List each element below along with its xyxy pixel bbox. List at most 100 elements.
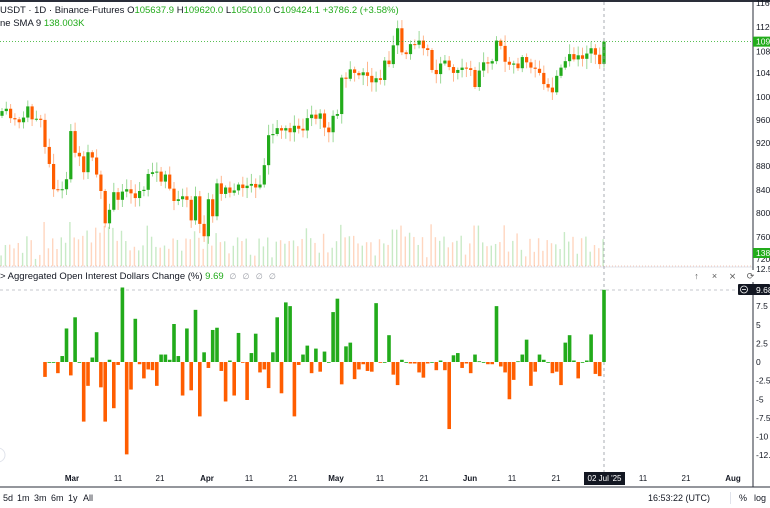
candle-body[interactable] bbox=[460, 67, 464, 70]
candle-body[interactable] bbox=[361, 72, 365, 76]
candle-body[interactable] bbox=[464, 67, 468, 69]
candle-body[interactable] bbox=[279, 128, 284, 131]
oi-bar[interactable] bbox=[271, 352, 275, 362]
oi-bar[interactable] bbox=[602, 289, 606, 362]
candle-body[interactable] bbox=[322, 113, 327, 128]
candle-body[interactable] bbox=[456, 69, 460, 73]
candle-body[interactable] bbox=[211, 199, 215, 217]
oi-bar[interactable] bbox=[520, 354, 525, 362]
candle-body[interactable] bbox=[77, 152, 81, 157]
candle-body[interactable] bbox=[365, 72, 370, 76]
candle-body[interactable] bbox=[383, 60, 387, 80]
candle-body[interactable] bbox=[142, 189, 146, 191]
candle-body[interactable] bbox=[520, 57, 524, 69]
oi-bar[interactable] bbox=[322, 351, 327, 362]
candle-body[interactable] bbox=[30, 106, 34, 120]
candle-body[interactable] bbox=[555, 75, 559, 93]
candle-body[interactable] bbox=[262, 165, 266, 185]
candle-body[interactable] bbox=[297, 125, 301, 129]
oi-bar[interactable] bbox=[279, 362, 284, 394]
utc-clock[interactable]: 16:53:22 (UTC) bbox=[648, 493, 711, 503]
oi-bar[interactable] bbox=[253, 333, 258, 362]
candle-body[interactable] bbox=[168, 174, 172, 189]
oi-bar[interactable] bbox=[81, 362, 86, 422]
candle-body[interactable] bbox=[52, 163, 56, 190]
candle-body[interactable] bbox=[120, 191, 124, 200]
oi-bar[interactable] bbox=[425, 362, 430, 364]
candle-body[interactable] bbox=[206, 199, 210, 237]
oi-bar[interactable] bbox=[146, 362, 150, 370]
candle-body[interactable] bbox=[271, 134, 275, 136]
oi-bar[interactable] bbox=[206, 362, 211, 368]
candle-body[interactable] bbox=[254, 183, 258, 188]
oi-bar[interactable] bbox=[228, 360, 232, 362]
oi-bar[interactable] bbox=[572, 360, 576, 362]
range-6m-button[interactable]: 6m bbox=[51, 493, 64, 503]
oi-bar[interactable] bbox=[241, 362, 245, 363]
candle-body[interactable] bbox=[370, 75, 374, 83]
candle-body[interactable] bbox=[159, 171, 163, 182]
oi-bar[interactable] bbox=[245, 362, 249, 400]
candle-body[interactable] bbox=[60, 189, 64, 191]
candle-body[interactable] bbox=[563, 61, 567, 68]
candle-body[interactable] bbox=[39, 118, 43, 120]
candle-body[interactable] bbox=[494, 40, 499, 62]
candle-body[interactable] bbox=[340, 77, 344, 115]
oi-bar[interactable] bbox=[533, 362, 537, 372]
oi-bar[interactable] bbox=[64, 328, 69, 362]
oi-bar[interactable] bbox=[468, 362, 473, 374]
candle-body[interactable] bbox=[219, 183, 223, 194]
candle-body[interactable] bbox=[215, 183, 219, 217]
oi-bar[interactable] bbox=[421, 362, 426, 378]
oi-bar[interactable] bbox=[172, 324, 176, 362]
candle-body[interactable] bbox=[499, 40, 503, 46]
oi-bar[interactable] bbox=[202, 352, 206, 362]
oi-bar[interactable] bbox=[494, 306, 499, 362]
candle-body[interactable] bbox=[146, 173, 150, 190]
oi-bar[interactable] bbox=[305, 345, 310, 362]
oi-bar[interactable] bbox=[198, 362, 202, 417]
candle-body[interactable] bbox=[426, 48, 430, 50]
oi-bar[interactable] bbox=[546, 362, 550, 363]
oi-bar[interactable] bbox=[529, 362, 533, 386]
oi-bar[interactable] bbox=[335, 298, 340, 362]
oi-bar[interactable] bbox=[90, 357, 95, 362]
oi-bar[interactable] bbox=[542, 359, 546, 362]
candle-body[interactable] bbox=[516, 63, 520, 69]
oi-bar[interactable] bbox=[163, 354, 168, 362]
oi-bar[interactable] bbox=[438, 360, 443, 362]
candle-body[interactable] bbox=[335, 114, 339, 116]
oi-bar[interactable] bbox=[51, 362, 56, 363]
oi-bar[interactable] bbox=[413, 362, 417, 364]
candle-body[interactable] bbox=[34, 118, 38, 120]
candle-body[interactable] bbox=[82, 156, 86, 173]
candle-body[interactable] bbox=[353, 69, 357, 73]
oi-bar[interactable] bbox=[447, 362, 451, 430]
oi-bar[interactable] bbox=[309, 362, 314, 374]
oi-bar[interactable] bbox=[249, 353, 254, 362]
candle-body[interactable] bbox=[181, 196, 185, 200]
oi-bar[interactable] bbox=[167, 359, 172, 362]
move-pane-up-button[interactable]: ↑ bbox=[690, 270, 703, 282]
candle-body[interactable] bbox=[284, 128, 288, 131]
oi-bar[interactable] bbox=[331, 312, 335, 362]
oi-bar[interactable] bbox=[107, 359, 112, 362]
oi-bar[interactable] bbox=[456, 353, 460, 362]
oi-bar[interactable] bbox=[112, 362, 116, 409]
candle-body[interactable] bbox=[439, 63, 443, 75]
candle-body[interactable] bbox=[378, 78, 382, 80]
oi-bar[interactable] bbox=[516, 361, 520, 363]
candle-body[interactable] bbox=[318, 113, 322, 119]
candle-body[interactable] bbox=[327, 127, 331, 133]
candle-body[interactable] bbox=[189, 199, 193, 221]
candle-body[interactable] bbox=[486, 62, 490, 64]
candle-body[interactable] bbox=[125, 189, 129, 192]
oi-bar[interactable] bbox=[94, 332, 99, 362]
oi-bar[interactable] bbox=[503, 362, 507, 373]
candle-body[interactable] bbox=[391, 45, 395, 65]
candle-body[interactable] bbox=[451, 67, 456, 73]
candle-body[interactable] bbox=[99, 174, 103, 191]
oi-bar[interactable] bbox=[597, 362, 602, 377]
oi-bar[interactable] bbox=[314, 348, 318, 362]
candle-body[interactable] bbox=[525, 57, 529, 63]
